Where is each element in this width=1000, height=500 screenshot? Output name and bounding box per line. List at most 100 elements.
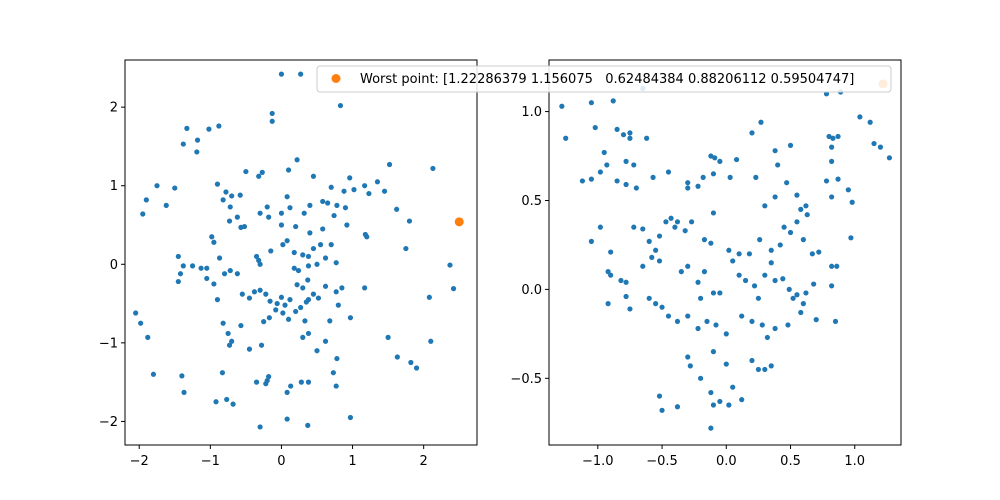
data-point <box>310 245 317 252</box>
data-point <box>614 126 620 132</box>
data-point <box>886 155 893 161</box>
data-point <box>665 313 672 319</box>
data-point <box>180 141 186 147</box>
data-point <box>663 219 669 225</box>
data-point <box>328 184 334 190</box>
data-point <box>229 193 235 199</box>
data-point <box>668 215 674 221</box>
data-point <box>278 71 285 77</box>
data-point <box>284 389 290 395</box>
data-point <box>742 277 749 284</box>
data-point <box>829 144 835 150</box>
data-point <box>829 263 835 269</box>
data-point <box>644 135 650 141</box>
data-point <box>220 197 226 203</box>
data-point <box>154 183 160 189</box>
data-point <box>685 263 691 269</box>
data-point <box>181 389 187 395</box>
data-point <box>237 192 243 198</box>
data-point <box>798 309 804 316</box>
data-point <box>787 142 794 148</box>
data-point <box>177 271 184 277</box>
data-point <box>274 300 280 307</box>
data-point <box>285 167 292 173</box>
data-point <box>305 330 312 337</box>
data-point <box>246 295 253 301</box>
data-point <box>656 233 663 239</box>
data-point <box>211 239 217 245</box>
data-point <box>803 203 809 209</box>
data-point <box>259 169 265 175</box>
legend-marker <box>331 74 341 83</box>
data-point <box>246 346 253 352</box>
data-point <box>823 178 830 184</box>
data-point <box>762 272 768 278</box>
data-point <box>280 242 286 248</box>
data-point <box>665 169 672 175</box>
data-point <box>295 267 302 274</box>
data-point <box>772 194 778 200</box>
data-point <box>287 297 293 303</box>
data-point <box>394 354 400 360</box>
data-point <box>163 202 169 208</box>
data-point <box>298 304 304 311</box>
data-point <box>221 271 228 277</box>
data-point <box>334 355 340 362</box>
data-point <box>749 357 755 364</box>
data-point <box>206 126 212 132</box>
data-point <box>695 325 701 332</box>
data-point <box>755 295 762 301</box>
data-point <box>258 342 265 348</box>
data-point <box>829 283 835 289</box>
data-point <box>303 299 309 305</box>
data-point <box>736 251 742 257</box>
data-point <box>787 229 794 236</box>
data-point <box>284 238 290 244</box>
data-point <box>204 275 210 282</box>
data-point <box>708 425 714 431</box>
data-point <box>640 226 646 232</box>
data-point <box>342 205 349 211</box>
data-point <box>627 306 633 312</box>
legend-frame <box>316 65 892 93</box>
data-point <box>307 230 313 236</box>
data-point <box>701 237 708 243</box>
data-point <box>579 178 586 184</box>
data-point <box>305 253 312 260</box>
data-point <box>257 261 263 267</box>
data-point <box>712 155 718 161</box>
legend: Worst point: [1.22286379 1.156075 0.6248… <box>316 65 892 93</box>
data-point <box>809 251 815 257</box>
data-point <box>786 286 792 292</box>
data-point <box>605 301 611 307</box>
data-point <box>140 211 146 217</box>
data-point <box>362 285 368 291</box>
data-point <box>133 310 139 316</box>
data-point <box>320 198 326 205</box>
data-point <box>700 174 706 180</box>
data-point <box>374 179 381 185</box>
data-point <box>749 318 755 325</box>
x-tick-label: −2 <box>130 454 149 469</box>
data-point <box>697 295 704 301</box>
data-point <box>775 162 781 168</box>
data-point <box>733 156 740 163</box>
data-point <box>180 263 186 269</box>
data-point <box>848 235 854 241</box>
data-point <box>269 118 275 124</box>
data-point <box>780 276 786 282</box>
data-point <box>649 254 655 260</box>
y-tick-label: 1 <box>110 179 118 194</box>
data-point <box>305 277 311 283</box>
x-tick-label: −0.5 <box>646 454 678 469</box>
data-point <box>618 277 624 284</box>
data-point <box>300 252 306 258</box>
data-point <box>331 212 337 219</box>
data-point <box>194 137 201 143</box>
data-point <box>708 240 714 246</box>
data-point <box>385 334 391 340</box>
data-point <box>604 162 610 168</box>
data-point <box>678 269 684 275</box>
y-tick-label: 0 <box>110 258 118 273</box>
data-point <box>341 188 347 194</box>
